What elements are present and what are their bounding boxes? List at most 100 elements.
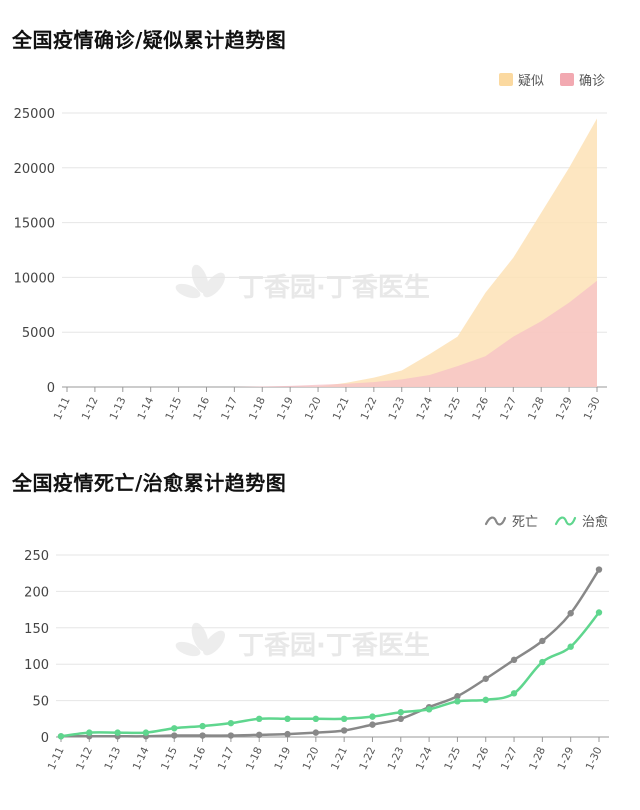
y-tick-label: 50 [32,695,49,710]
x-tick-label: 1-11 [46,745,67,772]
death-point [340,727,348,734]
cured-point [86,729,93,736]
x-tick-label: 1-19 [275,395,296,422]
x-tick-label: 1-17 [216,745,237,772]
x-tick-label: 1-25 [442,745,463,772]
cumulative-confirmed-suspected-chart: 全国疫情确诊/疑似累计趋势图 丁香园·丁香医生 0 5000 10000 15000 20… [12,28,607,422]
x-tick-label: 1-18 [244,745,265,772]
watermark-text: 丁香园·丁香医生 [238,273,430,303]
cured-point [284,715,291,722]
y-tick-label: 15000 [14,217,55,232]
death-point [256,731,263,739]
cured-point [57,733,65,740]
chart-title: 全国疫情确诊/疑似累计趋势图 [12,28,287,52]
death-legend: 死亡 [484,515,538,530]
x-tick-label: 1-24 [414,745,435,772]
cured-point [567,643,574,650]
x-tick-label: 1-16 [187,745,208,772]
death-point [369,721,376,728]
cured-point [539,658,546,666]
chart-title: 全国疫情死亡/治愈累计趋势图 [12,471,287,495]
y-tick-label: 200 [24,585,49,600]
x-tick-label: 1-14 [135,395,156,422]
death-point [171,732,178,739]
x-tick-label: 1-26 [471,745,492,772]
line-chart-svg: 丁香园·丁香医生 0 50 100 150 200 250 1-11 1-12 1-13 1-14 1… [24,515,609,772]
confirmed-area [67,280,597,387]
x-tick-label: 1-23 [387,395,408,422]
cured-point [397,709,404,716]
cured-point [510,690,518,697]
x-tick-label: 1-24 [414,395,435,422]
cured-point [482,696,489,704]
x-tick-label: 1-18 [247,395,268,422]
x-tick-label: 1-12 [80,395,101,422]
x-tick-label: 1-30 [582,395,603,422]
legend-swatch [560,73,574,86]
death-point [595,566,603,573]
cured-point [142,729,150,736]
x-tick-label: 1-21 [331,395,352,422]
confirmed-legend: 确诊 [560,73,605,89]
cured-point [454,698,461,705]
watermark-logo-icon [175,622,226,657]
cured-legend: 治愈 [554,515,608,530]
watermark-text: 丁香园·丁香医生 [238,631,430,661]
x-tick-label: 1-21 [329,745,350,772]
death-point [227,732,235,739]
cured-point [171,725,178,732]
x-tick-label: 1-27 [499,745,520,772]
y-tick-label: 25000 [14,107,55,122]
x-tick-label: 1-11 [52,395,73,422]
cured-point [199,722,206,730]
legend-label: 治愈 [582,515,608,530]
death-point [567,610,574,617]
death-point [284,730,291,738]
cured-point [227,719,235,727]
x-tick-label: 1-17 [219,395,240,422]
x-tick-label: 1-22 [359,395,380,422]
death-point [539,637,546,645]
x-tick-label: 1-16 [191,395,212,422]
x-tick-label: 1-23 [386,745,407,772]
cured-point [256,715,263,722]
y-tick-label: 0 [47,381,55,396]
y-tick-label: 250 [24,549,49,564]
death-point [510,656,518,664]
death-point [454,693,461,700]
x-tick-label: 1-28 [527,745,548,772]
x-tick-label: 1-28 [526,395,547,422]
cured-point [369,713,376,720]
x-tick-label: 1-22 [357,745,378,772]
y-tick-label: 10000 [14,271,55,286]
x-tick-label: 1-29 [554,395,575,422]
x-tick-label: 1-29 [555,745,576,772]
cured-point [114,729,121,736]
cured-point [595,609,603,616]
death-point [482,675,489,682]
y-tick-label: 0 [41,731,49,746]
x-tick-label: 1-20 [301,745,322,772]
legend-label: 疑似 [518,73,544,89]
x-tick-label: 1-13 [108,395,129,422]
x-tick-label: 1-19 [272,745,293,772]
cumulative-death-cured-chart: 全国疫情死亡/治愈累计趋势图 丁香园·丁香医生 0 50 100 150 200 250 1-… [0,450,640,810]
legend-label: 确诊 [579,74,605,89]
death-point [199,732,206,739]
x-tick-label: 1-13 [102,745,123,772]
death-point [312,729,320,736]
x-tick-label: 1-20 [303,395,324,422]
x-tick-label: 1-25 [442,395,463,422]
x-tick-label: 1-14 [131,745,152,772]
cured-point [312,715,320,722]
x-tick-label: 1-12 [74,745,95,772]
cured-point [425,706,433,713]
x-tick-label: 1-27 [498,395,519,422]
area-chart-svg: 丁香园·丁香医生 0 5000 10000 15000 20000 25000 1-11 1-1… [14,73,607,422]
y-tick-label: 20000 [14,162,55,177]
x-tick-label: 1-26 [470,395,491,422]
x-tick-label: 1-30 [584,745,605,772]
x-tick-label: 1-15 [163,395,184,422]
y-tick-label: 150 [24,622,49,637]
legend-swatch [499,73,513,86]
